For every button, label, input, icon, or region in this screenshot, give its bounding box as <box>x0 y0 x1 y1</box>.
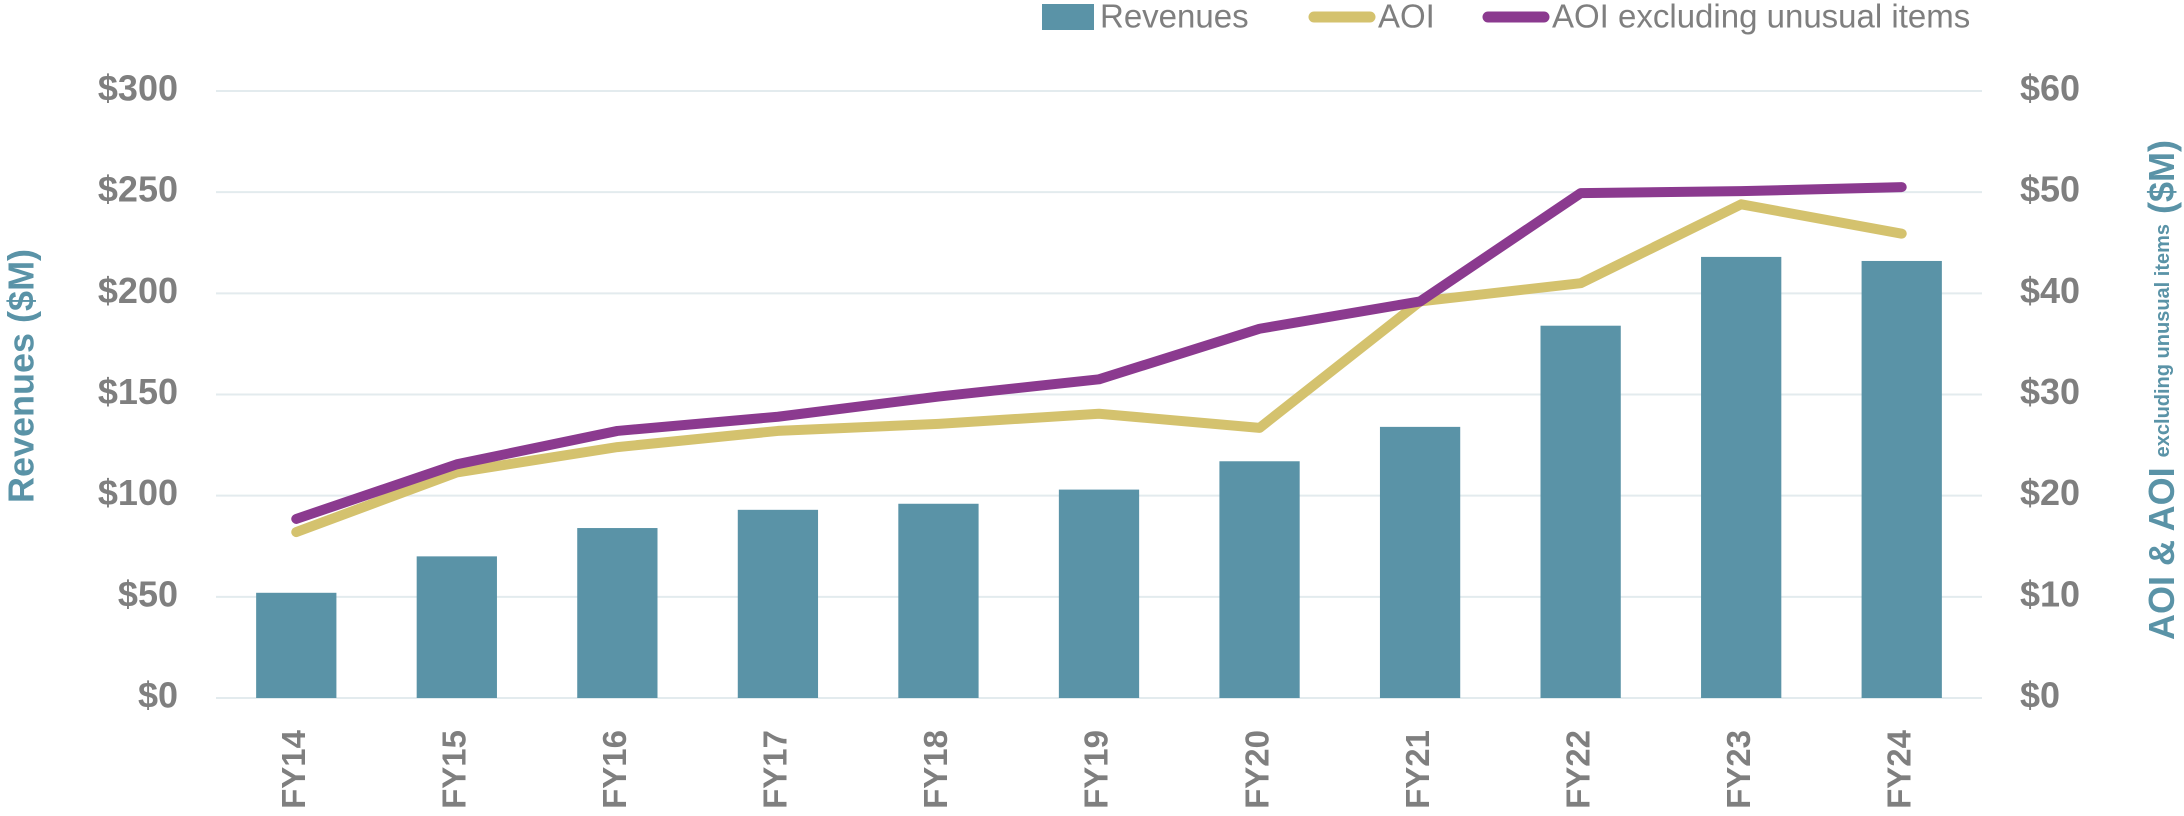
bar <box>1540 325 1621 698</box>
y2-title-part: excluding unusual items <box>2152 224 2174 457</box>
y-tick-label: $150 <box>98 371 178 412</box>
x-tick-label: FY15 <box>436 730 473 809</box>
y2-tick-label: $40 <box>2020 270 2080 311</box>
x-tick-label: FY21 <box>1399 730 1436 809</box>
bar <box>737 509 819 698</box>
legend-swatch <box>1042 4 1094 30</box>
x-tick-label: FY20 <box>1238 730 1275 809</box>
y2-tick-label: $10 <box>2020 573 2080 614</box>
line <box>291 199 1907 538</box>
bar <box>1058 489 1140 698</box>
line <box>291 182 1907 524</box>
bar <box>1861 260 1942 698</box>
bar <box>1701 256 1782 698</box>
legend-label: Revenues <box>1100 0 1249 35</box>
x-tick-label: FY14 <box>275 729 312 809</box>
legend-label: AOI excluding unusual items <box>1552 0 1970 35</box>
y-tick-label: $300 <box>98 68 178 109</box>
y-axis-title: Revenues ($M) <box>1 249 42 503</box>
y2-tick-label: $0 <box>2020 675 2060 716</box>
y2-tick-label: $20 <box>2020 472 2080 513</box>
x-tick-label: FY19 <box>1078 730 1115 809</box>
bar <box>1379 426 1461 698</box>
y2-tick-label: $50 <box>2020 169 2080 210</box>
y-tick-label: $200 <box>98 270 178 311</box>
bar <box>256 592 337 698</box>
y2-tick-label: $30 <box>2020 371 2080 412</box>
x-tick-label: FY16 <box>596 730 633 809</box>
bar <box>1219 461 1300 698</box>
y2-axis-title: AOI & AOI excluding unusual items ($M) <box>2141 140 2182 640</box>
bar <box>577 528 658 698</box>
x-tick-label: FY18 <box>917 730 954 809</box>
x-tick-label: FY23 <box>1720 730 1757 809</box>
y2-title-part: ($M) <box>2141 140 2182 214</box>
y-tick-label: $0 <box>138 675 178 716</box>
x-tick-label: FY22 <box>1559 730 1596 809</box>
x-tick-label: FY24 <box>1880 729 1917 809</box>
bar <box>416 556 497 698</box>
y2-tick-label: $60 <box>2020 68 2080 109</box>
x-tick-label: FY17 <box>757 730 794 809</box>
y2-title-part: AOI & AOI <box>2141 467 2182 640</box>
y-tick-label: $100 <box>98 472 178 513</box>
y-tick-label: $250 <box>98 169 178 210</box>
y-tick-label: $50 <box>118 573 178 614</box>
legend-label: AOI <box>1378 0 1435 35</box>
bar <box>898 503 979 698</box>
